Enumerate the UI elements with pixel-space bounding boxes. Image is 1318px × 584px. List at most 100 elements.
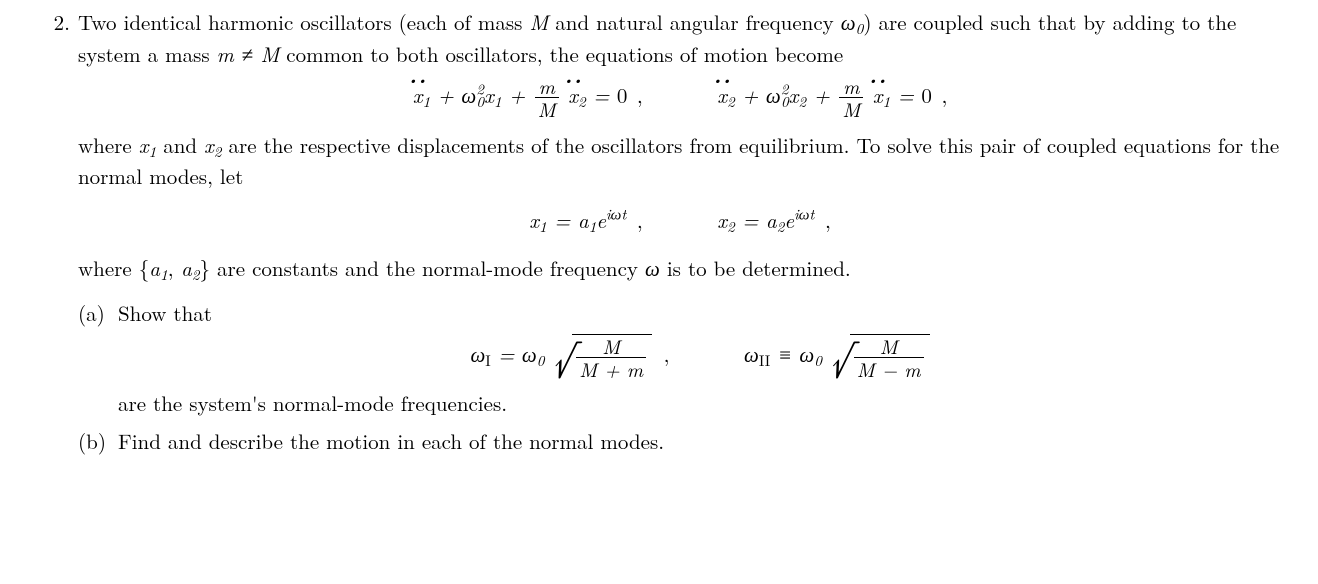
- sub2: 2: [214, 141, 222, 162]
- problem-2: 2. Two identical harmonic oscillators (e…: [36, 8, 1282, 459]
- problem-number: 2.: [36, 8, 78, 36]
- exp-iwt: iωt: [606, 204, 626, 225]
- eq: =: [498, 339, 514, 369]
- var-M: M: [529, 7, 548, 37]
- zero: 0: [617, 80, 628, 110]
- frac: M M + m: [576, 336, 646, 381]
- mass-relation: m ≠ M: [217, 39, 280, 69]
- a: a: [149, 253, 160, 283]
- x: x: [484, 80, 494, 110]
- where-1: where x1 and x2 are the respective displ…: [78, 131, 1282, 191]
- plus: +: [814, 80, 830, 110]
- omega: ω: [645, 253, 660, 283]
- comma: ,: [637, 205, 643, 235]
- omega: ω: [470, 339, 485, 369]
- omega-II: ωII ≡ ω0 √ M M − m: [744, 339, 930, 369]
- x1-ddot: x: [873, 81, 883, 109]
- text: where: [78, 253, 139, 283]
- where-2: where {a1, a2} are constants and the nor…: [78, 254, 1282, 286]
- eq: =: [898, 80, 914, 110]
- omega: ω: [799, 204, 810, 225]
- var-M: M: [260, 39, 279, 69]
- part-b-label: (b): [78, 427, 118, 455]
- sub1: 1: [883, 91, 891, 112]
- plus: +: [742, 80, 758, 110]
- radical-icon: √: [552, 337, 572, 384]
- text: are constants and the normal-mode freque…: [210, 253, 645, 283]
- lbrace: {: [139, 253, 150, 283]
- omega: ω: [611, 204, 622, 225]
- page: 2. Two identical harmonic oscillators (e…: [0, 0, 1318, 467]
- sub0: 0: [476, 91, 484, 112]
- comma: ,: [168, 253, 174, 283]
- comma: ,: [825, 205, 831, 235]
- eq-right: x2 + ω20x2 + mM x1 = 0 ,: [717, 80, 947, 110]
- sqrt: √ M M + m: [552, 334, 652, 381]
- sub0: 0: [781, 91, 789, 112]
- plus: +: [604, 355, 619, 383]
- sub2: 2: [727, 216, 735, 237]
- zero: 0: [921, 80, 932, 110]
- var-m: m: [217, 39, 234, 69]
- x: x: [139, 130, 149, 160]
- x2: x2: [204, 130, 221, 160]
- ansatz-x2: x2 = a2eiωt ,: [717, 205, 831, 235]
- rbrace: }: [200, 253, 211, 283]
- omega: ω: [799, 339, 814, 369]
- x2-ddot: x: [717, 81, 727, 109]
- part-b: (b) Find and describe the motion in each…: [78, 427, 1282, 459]
- x: x: [529, 205, 539, 235]
- x: x: [568, 80, 578, 110]
- frac-mM: mM: [839, 76, 863, 121]
- a: a: [766, 205, 777, 235]
- modes-line: are the system's normal-mode frequencies…: [118, 389, 1282, 417]
- radicand: M M − m: [850, 334, 930, 381]
- part-a-body: Show that ωI = ω0 √ M M +: [118, 299, 1282, 421]
- eq: =: [554, 205, 570, 235]
- equation-motion: x1 + ω20x1 + mM x2 = 0 , x2 + ω20x2 + mM: [78, 76, 1282, 121]
- equiv: ≡: [778, 339, 792, 369]
- omega: ω: [744, 339, 759, 369]
- sqrt: √ M M − m: [829, 334, 929, 381]
- frac-bot: M − m: [854, 358, 924, 381]
- sub0: 0: [537, 350, 545, 371]
- t: t: [809, 204, 814, 225]
- M: M: [579, 355, 597, 383]
- neq: ≠: [241, 39, 253, 69]
- exp-iwt: iωt: [794, 204, 814, 225]
- text: common to both oscillators, the equation…: [279, 39, 843, 69]
- m: m: [904, 355, 920, 383]
- sub1: 1: [539, 216, 547, 237]
- intro-paragraph: Two identical harmonic oscillators (each…: [78, 8, 1282, 68]
- e: e: [784, 205, 794, 235]
- omega: ω: [522, 339, 537, 369]
- text: are the respective displacements of the …: [78, 130, 1279, 192]
- frac-bot: M: [839, 98, 863, 121]
- omega-glyph: ω: [841, 7, 856, 37]
- eq-left: x1 + ω20x1 + mM x2 = 0 ,: [413, 80, 651, 110]
- e: e: [596, 205, 606, 235]
- sub2: 2: [578, 91, 586, 112]
- sub1: 1: [422, 91, 430, 112]
- comma: ,: [941, 80, 947, 110]
- x: x: [413, 80, 423, 110]
- plus: +: [509, 80, 525, 110]
- frac-bot: M: [535, 98, 559, 121]
- text: is to be determined.: [660, 253, 851, 283]
- sub2: 2: [727, 91, 735, 112]
- sub2: 2: [798, 91, 806, 112]
- ansatz-x1: x1 = a1eiωt ,: [529, 205, 650, 235]
- var-omega0: ω0: [841, 7, 864, 37]
- comma: ,: [664, 339, 670, 369]
- text: Two identical harmonic oscillators (each…: [78, 7, 529, 37]
- m: m: [627, 355, 643, 383]
- x2-ddot: x: [568, 81, 578, 109]
- sub1: 1: [160, 264, 168, 285]
- x: x: [717, 205, 727, 235]
- x1-ddot: x: [413, 81, 423, 109]
- text: and natural angular frequency: [548, 7, 841, 37]
- eq: =: [742, 205, 758, 235]
- eq: =: [593, 80, 609, 110]
- radicand: M M + m: [572, 334, 652, 381]
- a: a: [181, 253, 192, 283]
